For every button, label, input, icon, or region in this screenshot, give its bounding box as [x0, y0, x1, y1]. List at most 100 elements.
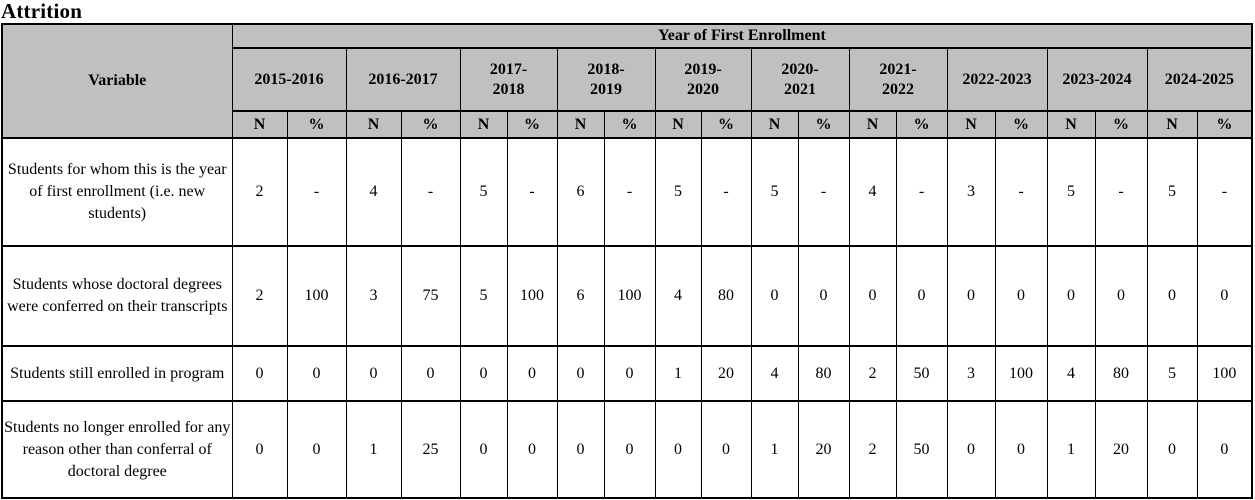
- table-header: Variable Year of First Enrollment 2015-201…: [1, 23, 1253, 139]
- data-cell: 20: [1094, 400, 1148, 499]
- table-row: Students whose doctoral degrees were con…: [1, 245, 1253, 347]
- data-cell: 0: [654, 400, 702, 499]
- pct-subheader-cell: %: [797, 110, 850, 139]
- data-cell: 5: [459, 245, 508, 347]
- data-cell: 0: [506, 345, 558, 402]
- pct-subheader-cell: %: [895, 110, 948, 139]
- data-cell: 0: [994, 400, 1048, 499]
- data-cell: 0: [286, 345, 347, 402]
- row-label: Students whose doctoral degrees were con…: [1, 245, 233, 347]
- n-subheader-cell: N: [345, 110, 402, 139]
- data-cell: 0: [345, 345, 402, 402]
- data-cell: 0: [1094, 245, 1148, 347]
- data-cell: 0: [797, 245, 850, 347]
- row-label: Students for whom this is the year of fi…: [1, 137, 233, 247]
- year-header-cell: 2017- 2018: [459, 47, 558, 112]
- data-cell: -: [1094, 137, 1148, 247]
- data-cell: 20: [797, 400, 850, 499]
- data-cell: 1: [654, 345, 702, 402]
- data-cell: 2: [848, 400, 897, 499]
- pct-subheader-cell: %: [400, 110, 461, 139]
- data-cell: -: [506, 137, 558, 247]
- row-label: Students still enrolled in program: [1, 345, 233, 402]
- data-cell: 5: [654, 137, 702, 247]
- data-cell: 0: [946, 245, 996, 347]
- data-cell: 80: [797, 345, 850, 402]
- data-cell: -: [797, 137, 850, 247]
- data-cell: 5: [1046, 137, 1096, 247]
- n-subheader-cell: N: [848, 110, 897, 139]
- n-subheader-cell: N: [750, 110, 799, 139]
- year-header-cell: 2024-2025: [1146, 47, 1253, 112]
- data-cell: 5: [750, 137, 799, 247]
- data-cell: 50: [895, 400, 948, 499]
- data-cell: 100: [1196, 345, 1253, 402]
- year-header-cell: 2015-2016: [231, 47, 347, 112]
- data-cell: 0: [1146, 400, 1198, 499]
- data-cell: 0: [848, 245, 897, 347]
- pct-subheader-cell: %: [700, 110, 752, 139]
- data-cell: 4: [1046, 345, 1096, 402]
- data-cell: -: [286, 137, 347, 247]
- pct-subheader-cell: %: [603, 110, 656, 139]
- data-cell: 1: [1046, 400, 1096, 499]
- data-cell: 0: [700, 400, 752, 499]
- data-cell: 0: [1146, 245, 1198, 347]
- data-cell: 0: [603, 345, 656, 402]
- pct-subheader-cell: %: [506, 110, 558, 139]
- data-cell: 50: [895, 345, 948, 402]
- year-header-cell: 2019- 2020: [654, 47, 752, 112]
- data-cell: 0: [895, 245, 948, 347]
- data-cell: -: [994, 137, 1048, 247]
- data-cell: 0: [286, 400, 347, 499]
- data-cell: 1: [750, 400, 799, 499]
- table-body: Students for whom this is the year of fi…: [1, 137, 1253, 499]
- data-cell: 5: [1146, 345, 1198, 402]
- year-header-cell: 2016-2017: [345, 47, 461, 112]
- n-subheader-cell: N: [459, 110, 508, 139]
- pct-subheader-cell: %: [1094, 110, 1148, 139]
- table-row: Students for whom this is the year of fi…: [1, 137, 1253, 247]
- n-subheader-cell: N: [946, 110, 996, 139]
- data-cell: 5: [459, 137, 508, 247]
- page-title: Attrition: [1, 0, 83, 23]
- data-cell: -: [895, 137, 948, 247]
- data-cell: 0: [946, 400, 996, 499]
- data-cell: -: [603, 137, 656, 247]
- data-cell: 0: [994, 245, 1048, 347]
- data-cell: 0: [231, 345, 288, 402]
- data-cell: 2: [848, 345, 897, 402]
- data-cell: 0: [1046, 245, 1096, 347]
- attrition-table: Variable Year of First Enrollment 2015-201…: [1, 23, 1254, 499]
- data-cell: -: [700, 137, 752, 247]
- data-cell: 25: [400, 400, 461, 499]
- n-subheader-cell: N: [231, 110, 288, 139]
- data-cell: 0: [1196, 245, 1253, 347]
- data-cell: 3: [946, 137, 996, 247]
- data-cell: 0: [603, 400, 656, 499]
- data-cell: 80: [700, 245, 752, 347]
- data-cell: 5: [1146, 137, 1198, 247]
- data-cell: 4: [750, 345, 799, 402]
- data-cell: 100: [506, 245, 558, 347]
- data-cell: 1: [345, 400, 402, 499]
- year-header-cell: 2018- 2019: [556, 47, 656, 112]
- data-cell: 0: [556, 400, 605, 499]
- data-cell: 0: [400, 345, 461, 402]
- data-cell: 20: [700, 345, 752, 402]
- year-of-first-enrollment-header: Year of First Enrollment: [231, 23, 1253, 49]
- n-subheader-cell: N: [654, 110, 702, 139]
- table-row: Students no longer enrolled for any reas…: [1, 400, 1253, 499]
- n-subheader-cell: N: [556, 110, 605, 139]
- pct-subheader-cell: %: [1196, 110, 1253, 139]
- row-label: Students no longer enrolled for any reas…: [1, 400, 233, 499]
- data-cell: 2: [231, 137, 288, 247]
- data-cell: 3: [946, 345, 996, 402]
- data-cell: 0: [506, 400, 558, 499]
- data-cell: 2: [231, 245, 288, 347]
- data-cell: 3: [345, 245, 402, 347]
- data-cell: 6: [556, 245, 605, 347]
- data-cell: 80: [1094, 345, 1148, 402]
- pct-subheader-cell: %: [286, 110, 347, 139]
